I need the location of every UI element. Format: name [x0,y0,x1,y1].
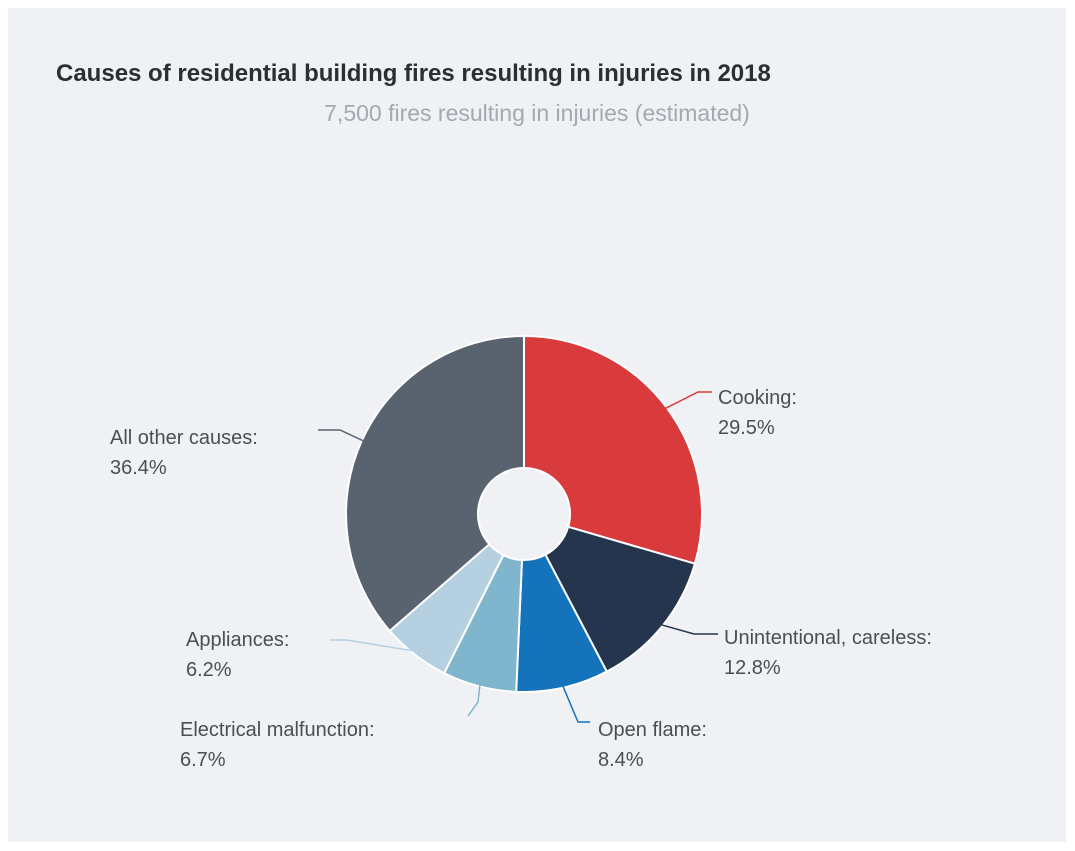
label-connectors [318,391,718,723]
slice-0 [523,334,703,565]
slice-value-5: 36.4% [110,457,167,479]
slice-name-1: Unintentional, careless: [724,627,932,649]
slice-name-4: Appliances: [186,629,289,651]
slice-value-4: 6.2% [186,659,232,681]
connector-1 [658,623,718,635]
slice-name-3: Electrical malfunction: [180,719,375,741]
slice-labels: Cooking: 29.5% Unintentional, careless: 12.… [110,387,932,771]
connector-3 [467,682,481,717]
slice-value-1: 12.8% [724,657,781,679]
slice-name-2: Open flame: [598,719,707,741]
connector-5 [318,429,366,443]
slice-value-0: 29.5% [718,417,775,439]
slice-name-0: Cooking: [718,387,797,409]
slice-name-5: All other causes: [110,427,258,449]
chart-subtitle: 7,500 fires resulting in injuries (estim… [324,100,750,126]
slice-1 [544,525,697,673]
connector-0 [662,391,712,411]
connector-2 [561,683,590,723]
slice-5 [345,334,525,633]
chart-title: Causes of residential building fires res… [56,60,771,87]
slice-value-2: 8.4% [598,749,644,771]
slice-value-3: 6.7% [180,749,226,771]
connector-4 [330,639,418,653]
donut-slices [345,334,703,693]
